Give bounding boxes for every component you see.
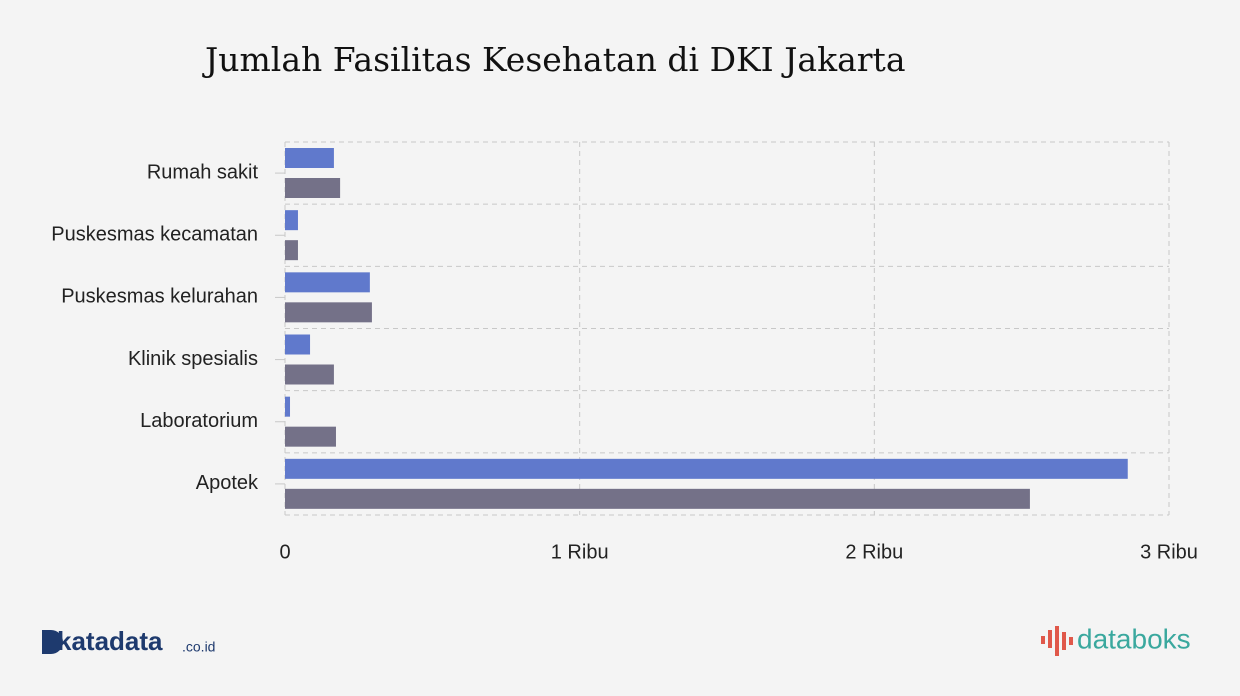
bar [285,396,291,417]
brand-left: katadata [57,626,163,656]
x-tick-label: 3 Ribu [1140,541,1198,563]
logo-bar [1069,637,1073,645]
y-tick-label: Puskesmas kecamatan [51,224,258,246]
brand-left-suffix: .co.id [182,639,215,655]
bar [285,364,334,385]
y-tick-label: Klinik spesialis [128,348,258,370]
bar [285,148,334,168]
y-tick-label: Apotek [196,472,259,494]
bar [285,178,341,198]
chart-title: Jumlah Fasilitas Kesehatan di DKI Jakart… [202,40,906,79]
y-tick-label: Rumah sakit [147,161,259,183]
bar [285,210,298,231]
logo-bar [1048,630,1052,648]
logo-bar [1041,636,1045,644]
bar [285,334,311,355]
bar [285,302,372,323]
bar [285,426,336,447]
bar [285,240,298,261]
x-tick-label: 2 Ribu [845,541,903,563]
brand-right: databoks [1077,623,1191,654]
bar [285,272,370,293]
bar [285,458,1128,479]
logo-bar [1062,632,1066,650]
x-tick-label: 1 Ribu [551,541,609,563]
logo-icon [42,630,63,654]
y-tick-label: Laboratorium [140,410,258,432]
y-tick-label: Puskesmas kelurahan [61,286,258,308]
x-tick-label: 0 [279,541,290,563]
bar [285,488,1030,509]
databoks-logo: databoks [1041,623,1191,656]
logo-bar [1055,626,1059,656]
katadata-logo: katadata .co.id [42,626,215,656]
